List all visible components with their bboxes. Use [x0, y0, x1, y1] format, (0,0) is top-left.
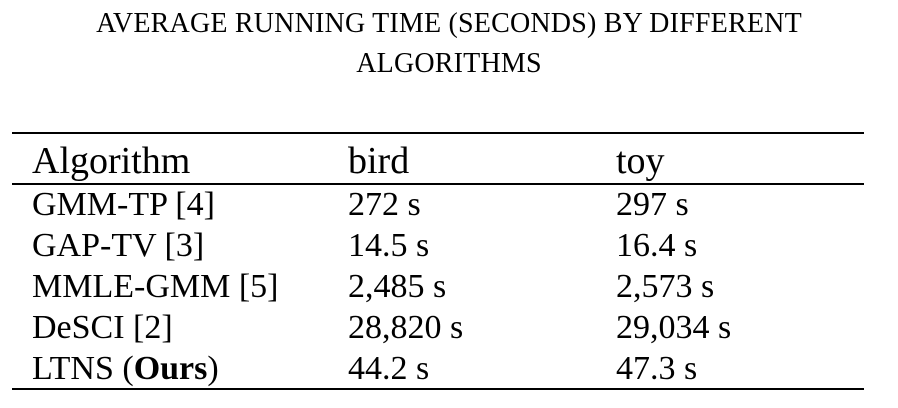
table-row: GMM-TP [4] 272 s 297 s [12, 184, 864, 225]
caption-line-2: ALGORITHMS [356, 48, 542, 79]
cell-toy: 16.4 s [616, 227, 698, 264]
table-row: MMLE-GMM [5] 2,485 s 2,573 s [12, 266, 864, 307]
algorithm-name: LTNS ( [32, 350, 134, 387]
cell-toy-best: 47.3 s [616, 350, 698, 387]
header-toy: toy [616, 140, 665, 182]
table-row: GAP-TV [3] 14.5 s 16.4 s [12, 225, 864, 266]
header-rule [12, 183, 864, 185]
cell-algorithm: GAP-TV [3] [32, 227, 205, 264]
cell-bird: 272 s [348, 186, 421, 223]
running-time-table: Algorithm bird toy GMM-TP [4] 272 s 297 … [12, 138, 864, 389]
cell-algorithm: GMM-TP [4] [32, 186, 215, 223]
header-algorithm: Algorithm [32, 140, 191, 182]
bottom-rule [12, 388, 864, 390]
cell-toy: 29,034 s [616, 309, 732, 346]
top-rule [12, 132, 864, 134]
table-row-ours: LTNS (Ours) 44.2 s 47.3 s [12, 348, 864, 389]
table-header-row: Algorithm bird toy [12, 138, 864, 184]
cell-bird: 14.5 s [348, 227, 430, 264]
ours-label: Ours [133, 350, 208, 387]
cell-bird: 2,485 s [348, 268, 447, 305]
cell-algorithm: MMLE-GMM [5] [32, 268, 279, 305]
table-caption: AVERAGE RUNNING TIME (SECONDS) BY DIFFER… [0, 4, 898, 84]
cell-bird: 28,820 s [348, 309, 464, 346]
cell-toy: 297 s [616, 186, 689, 223]
cell-toy: 2,573 s [616, 268, 715, 305]
algorithm-suffix: ) [207, 350, 219, 387]
cell-bird-best: 44.2 s [348, 350, 430, 387]
caption-line-1: AVERAGE RUNNING TIME (SECONDS) BY DIFFER… [96, 8, 802, 39]
cell-algorithm-ours: LTNS (Ours) [12, 348, 348, 389]
header-bird: bird [348, 140, 410, 182]
cell-algorithm: DeSCI [2] [32, 309, 173, 346]
table-row: DeSCI [2] 28,820 s 29,034 s [12, 307, 864, 348]
